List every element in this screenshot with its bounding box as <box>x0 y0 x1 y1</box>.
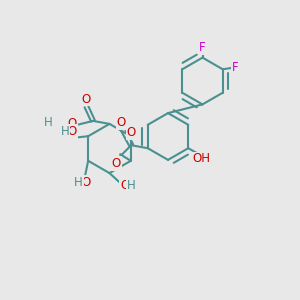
Text: H: H <box>127 179 136 192</box>
Text: O: O <box>112 157 121 170</box>
Text: OH: OH <box>193 152 211 166</box>
Text: H: H <box>74 176 83 189</box>
Text: O: O <box>81 92 90 106</box>
Text: O: O <box>117 116 126 129</box>
Text: F: F <box>232 61 239 74</box>
Text: O: O <box>68 124 76 138</box>
Text: H: H <box>44 116 52 130</box>
Text: O: O <box>67 116 76 130</box>
Text: F: F <box>199 40 206 54</box>
Text: O: O <box>81 176 90 189</box>
Text: H: H <box>60 124 69 138</box>
Text: O: O <box>120 179 129 192</box>
Text: O: O <box>127 126 136 139</box>
